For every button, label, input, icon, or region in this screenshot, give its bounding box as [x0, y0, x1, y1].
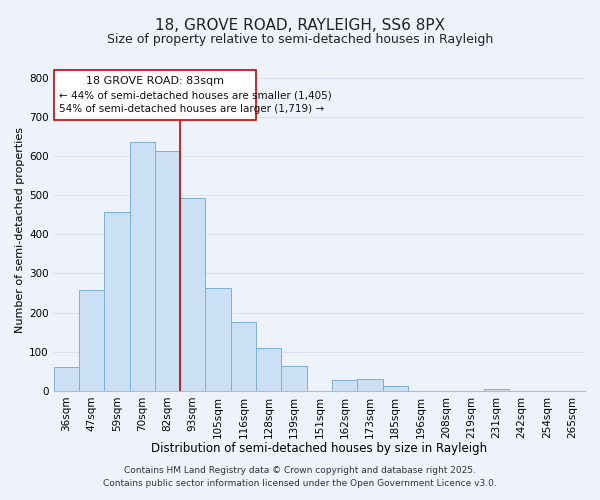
- Text: Contains HM Land Registry data © Crown copyright and database right 2025.
Contai: Contains HM Land Registry data © Crown c…: [103, 466, 497, 487]
- Text: 18 GROVE ROAD: 83sqm: 18 GROVE ROAD: 83sqm: [86, 76, 224, 86]
- Bar: [130, 142, 155, 391]
- Bar: [332, 380, 357, 391]
- Bar: [53, 70, 256, 119]
- Bar: [53, 368, 79, 391]
- Text: ← 44% of semi-detached houses are smaller (1,405): ← 44% of semi-detached houses are smalle…: [59, 91, 332, 101]
- Bar: [155, 151, 180, 391]
- Bar: [205, 288, 231, 391]
- Bar: [256, 348, 281, 391]
- Bar: [79, 290, 104, 391]
- Bar: [281, 366, 307, 391]
- Text: 54% of semi-detached houses are larger (1,719) →: 54% of semi-detached houses are larger (…: [59, 104, 324, 114]
- Text: 18, GROVE ROAD, RAYLEIGH, SS6 8PX: 18, GROVE ROAD, RAYLEIGH, SS6 8PX: [155, 18, 445, 32]
- Bar: [180, 198, 205, 391]
- Bar: [104, 212, 130, 391]
- Text: Size of property relative to semi-detached houses in Rayleigh: Size of property relative to semi-detach…: [107, 32, 493, 46]
- Bar: [484, 389, 509, 391]
- Bar: [357, 379, 383, 391]
- Y-axis label: Number of semi-detached properties: Number of semi-detached properties: [15, 128, 25, 334]
- X-axis label: Distribution of semi-detached houses by size in Rayleigh: Distribution of semi-detached houses by …: [151, 442, 487, 455]
- Bar: [383, 386, 408, 391]
- Bar: [231, 322, 256, 391]
